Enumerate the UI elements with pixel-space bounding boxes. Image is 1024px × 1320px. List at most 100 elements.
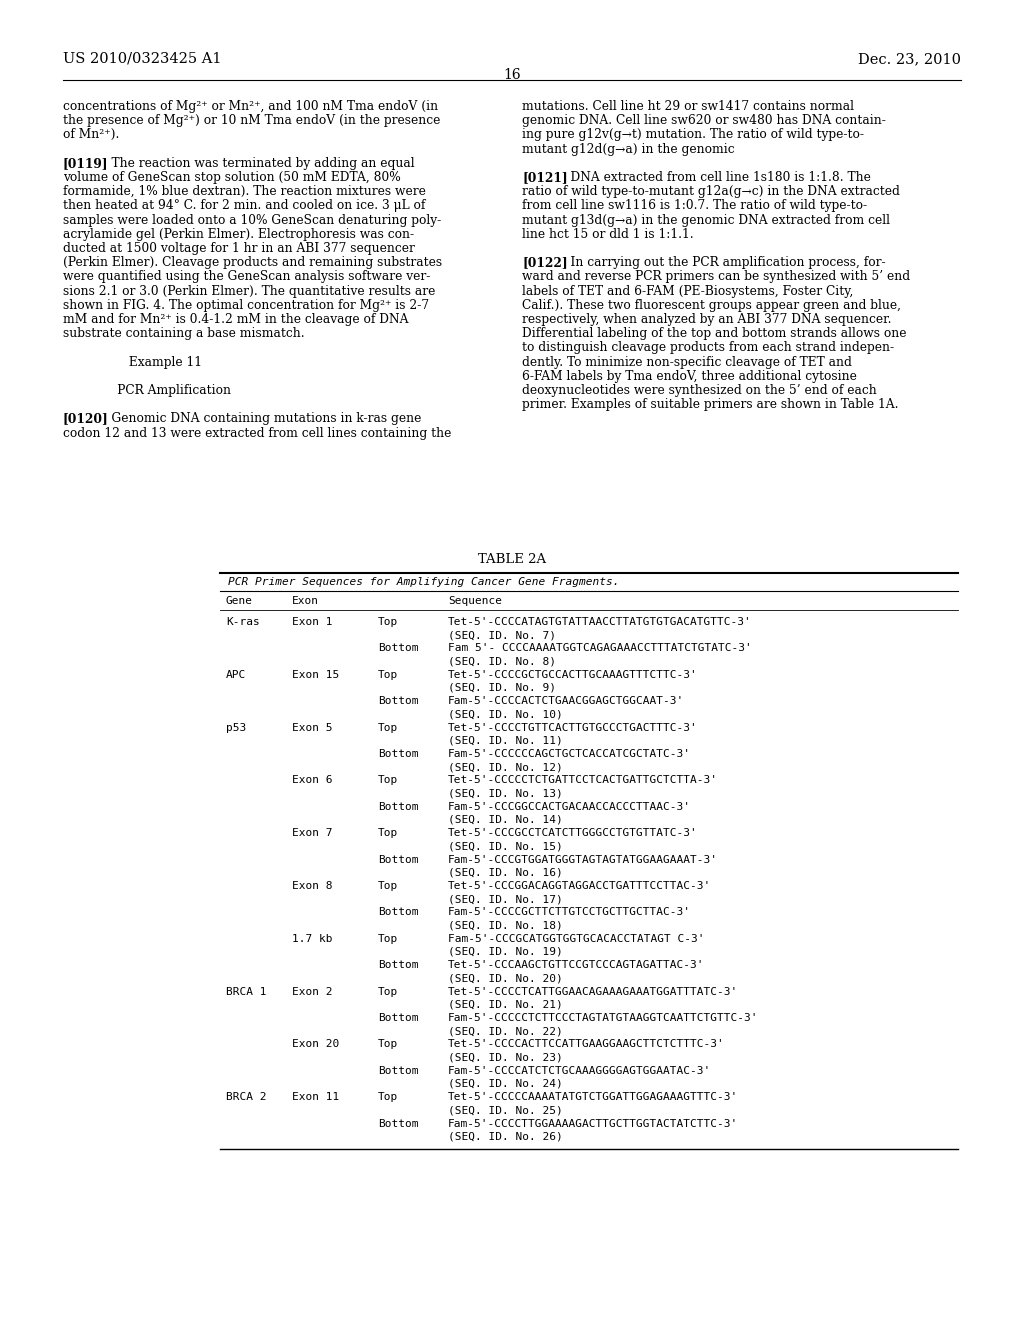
Text: substrate containing a base mismatch.: substrate containing a base mismatch. [63,327,304,341]
Text: Exon 8: Exon 8 [292,880,333,891]
Text: Exon: Exon [292,597,319,606]
Text: US 2010/0323425 A1: US 2010/0323425 A1 [63,51,221,66]
Text: Sequence: Sequence [449,597,502,606]
Text: 1.7 kb: 1.7 kb [292,933,333,944]
Text: (SEQ. ID. No. 7): (SEQ. ID. No. 7) [449,630,556,640]
Text: Top: Top [378,880,398,891]
Text: 16: 16 [503,69,521,82]
Text: Top: Top [378,616,398,627]
Text: codon 12 and 13 were extracted from cell lines containing the: codon 12 and 13 were extracted from cell… [63,426,452,440]
Text: ducted at 1500 voltage for 1 hr in an ABI 377 sequencer: ducted at 1500 voltage for 1 hr in an AB… [63,242,415,255]
Text: (SEQ. ID. No. 23): (SEQ. ID. No. 23) [449,1052,563,1063]
Text: [0120]: [0120] [63,412,109,425]
Text: acrylamide gel (Perkin Elmer). Electrophoresis was con-: acrylamide gel (Perkin Elmer). Electroph… [63,228,414,240]
Text: ratio of wild type-to-mutant g12a(g→c) in the DNA extracted: ratio of wild type-to-mutant g12a(g→c) i… [522,185,900,198]
Text: Bottom: Bottom [378,1118,419,1129]
Text: respectively, when analyzed by an ABI 377 DNA sequencer.: respectively, when analyzed by an ABI 37… [522,313,892,326]
Text: to distinguish cleavage products from each strand indepen-: to distinguish cleavage products from ea… [522,342,894,354]
Text: TABLE 2A: TABLE 2A [478,553,546,566]
Text: (SEQ. ID. No. 14): (SEQ. ID. No. 14) [449,814,563,825]
Text: Tet-5'-CCCAAGCTGTTCCGTCCCAGTAGATTAC-3': Tet-5'-CCCAAGCTGTTCCGTCCCAGTAGATTAC-3' [449,960,705,970]
Text: (SEQ. ID. No. 10): (SEQ. ID. No. 10) [449,709,563,719]
Text: (SEQ. ID. No. 13): (SEQ. ID. No. 13) [449,788,563,799]
Text: (SEQ. ID. No. 11): (SEQ. ID. No. 11) [449,735,563,746]
Text: Exon 6: Exon 6 [292,775,333,785]
Text: line hct 15 or dld 1 is 1:1.1.: line hct 15 or dld 1 is 1:1.1. [522,228,693,240]
Text: Fam-5'-CCCCGCTTCTTGTCCTGCTTGCTTAC-3': Fam-5'-CCCCGCTTCTTGTCCTGCTTGCTTAC-3' [449,907,691,917]
Text: [0119]: [0119] [63,157,109,170]
Text: Tet-5'-CCCCACTTCCATTGAAGGAAGCTTCTCTTTC-3': Tet-5'-CCCCACTTCCATTGAAGGAAGCTTCTCTTTC-3… [449,1039,725,1049]
Text: Exon 1: Exon 1 [292,616,333,627]
Text: Top: Top [378,1039,398,1049]
Text: (SEQ. ID. No. 12): (SEQ. ID. No. 12) [449,762,563,772]
Text: Exon 20: Exon 20 [292,1039,339,1049]
Text: Exon 5: Exon 5 [292,722,333,733]
Text: Bottom: Bottom [378,696,419,706]
Text: (SEQ. ID. No. 15): (SEQ. ID. No. 15) [449,841,563,851]
Text: Fam-5'-CCCCCTCTTCCCTAGTATGTAAGGTCAATTCTGTTC-3': Fam-5'-CCCCCTCTTCCCTAGTATGTAAGGTCAATTCTG… [449,1012,759,1023]
Text: Bottom: Bottom [378,960,419,970]
Text: Tet-5'-CCCCCAAAATATGTCTGGATTGGAGAAAGTTTC-3': Tet-5'-CCCCCAAAATATGTCTGGATTGGAGAAAGTTTC… [449,1092,738,1102]
Text: (SEQ. ID. No. 9): (SEQ. ID. No. 9) [449,682,556,693]
Text: K-ras: K-ras [226,616,260,627]
Text: Tet-5'-CCCCTGTTCACTTGTGCCCTGACTTTC-3': Tet-5'-CCCCTGTTCACTTGTGCCCTGACTTTC-3' [449,722,697,733]
Text: mM and for Mn²⁺ is 0.4-1.2 mM in the cleavage of DNA: mM and for Mn²⁺ is 0.4-1.2 mM in the cle… [63,313,409,326]
Text: Bottom: Bottom [378,1065,419,1076]
Text: Tet-5'-CCCGGACAGGTAGGACCTGATTTCCTTAC-3': Tet-5'-CCCGGACAGGTAGGACCTGATTTCCTTAC-3' [449,880,712,891]
Text: Bottom: Bottom [378,854,419,865]
Text: Top: Top [378,722,398,733]
Text: genomic DNA. Cell line sw620 or sw480 has DNA contain-: genomic DNA. Cell line sw620 or sw480 ha… [522,115,886,127]
Text: Bottom: Bottom [378,1012,419,1023]
Text: Exon 7: Exon 7 [292,828,333,838]
Text: Tet-5'-CCCCCTCTGATTCCTCACTGATTGCTCTTA-3': Tet-5'-CCCCCTCTGATTCCTCACTGATTGCTCTTA-3' [449,775,718,785]
Text: [0122]: [0122] [522,256,567,269]
Text: Exon 2: Exon 2 [292,986,333,997]
Text: Bottom: Bottom [378,907,419,917]
Text: labels of TET and 6-FAM (PE-Biosystems, Foster City,: labels of TET and 6-FAM (PE-Biosystems, … [522,285,853,297]
Text: Fam-5'-CCCGCATGGTGGTGCACACCTATAGT C-3': Fam-5'-CCCGCATGGTGGTGCACACCTATAGT C-3' [449,933,705,944]
Text: Gene: Gene [226,597,253,606]
Text: Fam-5'-CCCCTTGGAAAAGACTTGCTTGGTACTATCTTC-3': Fam-5'-CCCCTTGGAAAAGACTTGCTTGGTACTATCTTC… [449,1118,738,1129]
Text: Tet-5'-CCCGCCTCATCTTGGGCCTGTGTTATC-3': Tet-5'-CCCGCCTCATCTTGGGCCTGTGTTATC-3' [449,828,697,838]
Text: (SEQ. ID. No. 22): (SEQ. ID. No. 22) [449,1026,563,1036]
Text: shown in FIG. 4. The optimal concentration for Mg²⁺ is 2-7: shown in FIG. 4. The optimal concentrati… [63,298,429,312]
Text: the presence of Mg²⁺) or 10 nM Tma endoV (in the presence: the presence of Mg²⁺) or 10 nM Tma endoV… [63,115,440,127]
Text: [0121]: [0121] [522,172,567,183]
Text: BRCA 1: BRCA 1 [226,986,266,997]
Text: Dec. 23, 2010: Dec. 23, 2010 [858,51,961,66]
Text: ing pure g12v(g→t) mutation. The ratio of wild type-to-: ing pure g12v(g→t) mutation. The ratio o… [522,128,864,141]
Text: APC: APC [226,669,246,680]
Text: Differential labeling of the top and bottom strands allows one: Differential labeling of the top and bot… [522,327,906,341]
Text: mutant g12d(g→a) in the genomic: mutant g12d(g→a) in the genomic [522,143,734,156]
Text: Fam 5'- CCCCAAAATGGTCAGAGAAACCTTTATCTGTATC-3': Fam 5'- CCCCAAAATGGTCAGAGAAACCTTTATCTGTA… [449,643,752,653]
Text: Fam-5'-CCCCATCTCTGCAAAGGGGAGTGGAATAC-3': Fam-5'-CCCCATCTCTGCAAAGGGGAGTGGAATAC-3' [449,1065,712,1076]
Text: (SEQ. ID. No. 17): (SEQ. ID. No. 17) [449,894,563,904]
Text: The reaction was terminated by adding an equal: The reaction was terminated by adding an… [95,157,415,170]
Text: Fam-5'-CCCCCCAGCTGCTCACCATCGCTATC-3': Fam-5'-CCCCCCAGCTGCTCACCATCGCTATC-3' [449,748,691,759]
Text: 6-FAM labels by Tma endoV, three additional cytosine: 6-FAM labels by Tma endoV, three additio… [522,370,857,383]
Text: dently. To minimize non-specific cleavage of TET and: dently. To minimize non-specific cleavag… [522,355,852,368]
Text: Top: Top [378,775,398,785]
Text: (SEQ. ID. No. 26): (SEQ. ID. No. 26) [449,1131,563,1142]
Text: Tet-5'-CCCCTCATTGGAACAGAAAGAAATGGATTTATC-3': Tet-5'-CCCCTCATTGGAACAGAAAGAAATGGATTTATC… [449,986,738,997]
Text: Bottom: Bottom [378,801,419,812]
Text: PCR Primer Sequences for Amplifying Cancer Gene Fragments.: PCR Primer Sequences for Amplifying Canc… [228,577,620,587]
Text: Top: Top [378,1092,398,1102]
Text: formamide, 1% blue dextran). The reaction mixtures were: formamide, 1% blue dextran). The reactio… [63,185,426,198]
Text: (Perkin Elmer). Cleavage products and remaining substrates: (Perkin Elmer). Cleavage products and re… [63,256,442,269]
Text: DNA extracted from cell line 1s180 is 1:1.8. The: DNA extracted from cell line 1s180 is 1:… [555,172,870,183]
Text: (SEQ. ID. No. 19): (SEQ. ID. No. 19) [449,946,563,957]
Text: Fam-5'-CCCCACTCTGAACGGAGCTGGCAAT-3': Fam-5'-CCCCACTCTGAACGGAGCTGGCAAT-3' [449,696,684,706]
Text: Top: Top [378,669,398,680]
Text: BRCA 2: BRCA 2 [226,1092,266,1102]
Text: Bottom: Bottom [378,748,419,759]
Text: In carrying out the PCR amplification process, for-: In carrying out the PCR amplification pr… [555,256,886,269]
Text: samples were loaded onto a 10% GeneScan denaturing poly-: samples were loaded onto a 10% GeneScan … [63,214,441,227]
Text: PCR Amplification: PCR Amplification [63,384,231,397]
Text: Example 11: Example 11 [63,355,202,368]
Text: primer. Examples of suitable primers are shown in Table 1A.: primer. Examples of suitable primers are… [522,399,898,412]
Text: mutations. Cell line ht 29 or sw1417 contains normal: mutations. Cell line ht 29 or sw1417 con… [522,100,854,114]
Text: were quantified using the GeneScan analysis software ver-: were quantified using the GeneScan analy… [63,271,430,284]
Text: Fam-5'-CCCGTGGATGGGTAGTAGTATGGAAGAAAT-3': Fam-5'-CCCGTGGATGGGTAGTAGTATGGAAGAAAT-3' [449,854,718,865]
Text: Bottom: Bottom [378,643,419,653]
